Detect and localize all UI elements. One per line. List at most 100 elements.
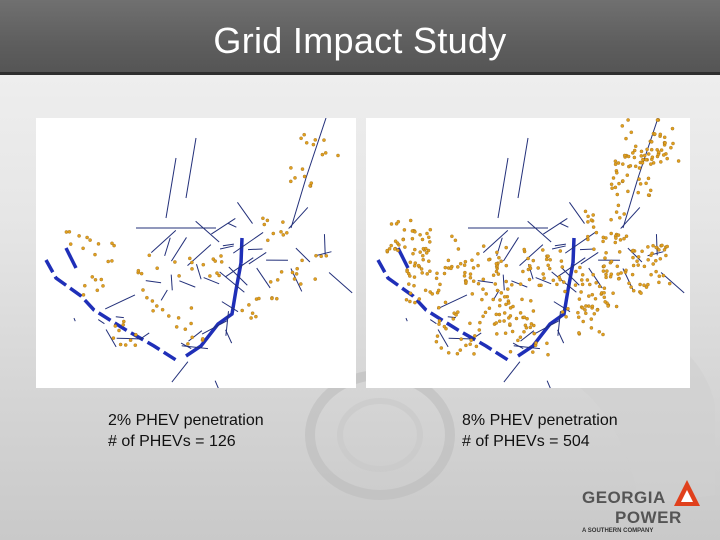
- branch-line: [180, 342, 192, 349]
- branch-line: [195, 220, 220, 243]
- phev-marker: [487, 306, 492, 310]
- phev-marker: [435, 271, 439, 276]
- phev-marker: [547, 266, 552, 271]
- branch-line: [211, 218, 236, 235]
- phev-marker: [502, 319, 506, 323]
- phev-marker: [616, 203, 621, 208]
- phev-marker: [639, 149, 644, 154]
- phev-marker: [522, 330, 526, 334]
- phev-marker: [67, 230, 72, 234]
- branch-line: [228, 266, 248, 286]
- phev-marker: [665, 244, 669, 249]
- phev-marker: [313, 138, 318, 142]
- phev-marker: [633, 164, 638, 169]
- phev-marker: [471, 279, 476, 283]
- phev-marker: [564, 315, 568, 319]
- phev-marker: [637, 177, 641, 181]
- branch-line: [551, 245, 566, 250]
- phev-marker: [591, 272, 595, 277]
- branch-line: [225, 257, 254, 278]
- phev-marker: [604, 272, 608, 277]
- slide-title: Grid Impact Study: [213, 20, 507, 61]
- phev-marker: [590, 304, 595, 309]
- phev-marker: [294, 272, 299, 276]
- branch-line: [497, 157, 509, 219]
- logo-triangle-icon: [674, 480, 700, 506]
- phev-marker: [617, 181, 621, 186]
- phev-marker: [279, 230, 283, 234]
- phev-marker: [106, 259, 110, 264]
- phev-marker: [396, 248, 400, 253]
- feeder-map-2-percent-drawing: [44, 118, 353, 388]
- phev-marker: [522, 315, 527, 320]
- phev-marker: [420, 237, 425, 242]
- phev-marker: [604, 236, 608, 240]
- phev-marker: [453, 238, 458, 243]
- phev-marker: [585, 278, 590, 282]
- phev-marker: [201, 262, 206, 267]
- phev-marker: [279, 270, 284, 274]
- phev-marker: [604, 251, 608, 255]
- branch-line: [248, 252, 267, 265]
- phev-marker: [534, 341, 538, 345]
- phev-marker: [587, 294, 591, 298]
- phev-marker: [518, 311, 523, 315]
- branch-line: [97, 319, 105, 325]
- phev-marker: [401, 237, 405, 242]
- phev-marker: [275, 296, 279, 301]
- phev-marker: [558, 277, 562, 282]
- phev-marker: [407, 282, 411, 286]
- phev-marker: [602, 286, 607, 290]
- phev-marker: [434, 276, 439, 281]
- phev-marker: [610, 186, 614, 190]
- branch-line: [222, 243, 234, 247]
- logo-tagline: A SOUTHERN COMPANY: [582, 528, 654, 534]
- phev-marker: [446, 351, 451, 355]
- phev-marker: [504, 263, 509, 268]
- phev-marker: [412, 264, 417, 268]
- branch-line: [219, 245, 234, 250]
- phev-marker: [281, 220, 285, 224]
- phev-marker: [408, 260, 413, 265]
- phev-marker: [160, 307, 165, 312]
- phev-marker: [188, 256, 192, 261]
- phev-marker: [495, 288, 500, 293]
- phev-marker: [627, 281, 631, 286]
- phev-marker: [615, 171, 619, 175]
- branch-line: [201, 320, 228, 335]
- phev-marker: [289, 179, 293, 184]
- branch-line: [588, 267, 603, 289]
- phev-marker: [261, 216, 265, 221]
- phev-marker: [636, 255, 641, 259]
- phev-marker: [525, 316, 529, 321]
- phev-marker: [145, 295, 149, 300]
- caption-penetration: 2% PHEV penetration: [108, 412, 264, 429]
- phev-marker: [215, 271, 219, 275]
- branch-line: [512, 342, 524, 349]
- branch-line: [622, 177, 639, 229]
- phev-marker: [476, 281, 481, 286]
- phev-marker: [319, 254, 323, 259]
- branch-line: [170, 274, 173, 291]
- branch-line: [140, 332, 150, 340]
- phev-marker: [613, 240, 618, 245]
- branch-line: [323, 234, 326, 256]
- phev-marker: [405, 269, 409, 274]
- phev-marker: [616, 233, 621, 237]
- phev-marker: [622, 212, 626, 216]
- phev-marker: [385, 248, 389, 253]
- phev-marker: [413, 247, 417, 252]
- phev-marker: [639, 291, 643, 295]
- branch-line: [482, 230, 509, 254]
- phev-marker: [456, 310, 460, 314]
- branch-line: [237, 202, 253, 224]
- branch-line: [447, 316, 456, 319]
- phev-marker: [150, 299, 155, 303]
- main-feeder-line: [239, 237, 244, 264]
- phev-marker: [528, 266, 533, 271]
- phev-marker: [427, 235, 431, 240]
- phev-marker: [117, 328, 121, 333]
- phev-marker: [614, 210, 619, 214]
- phev-marker: [664, 253, 668, 258]
- phev-marker: [654, 269, 658, 274]
